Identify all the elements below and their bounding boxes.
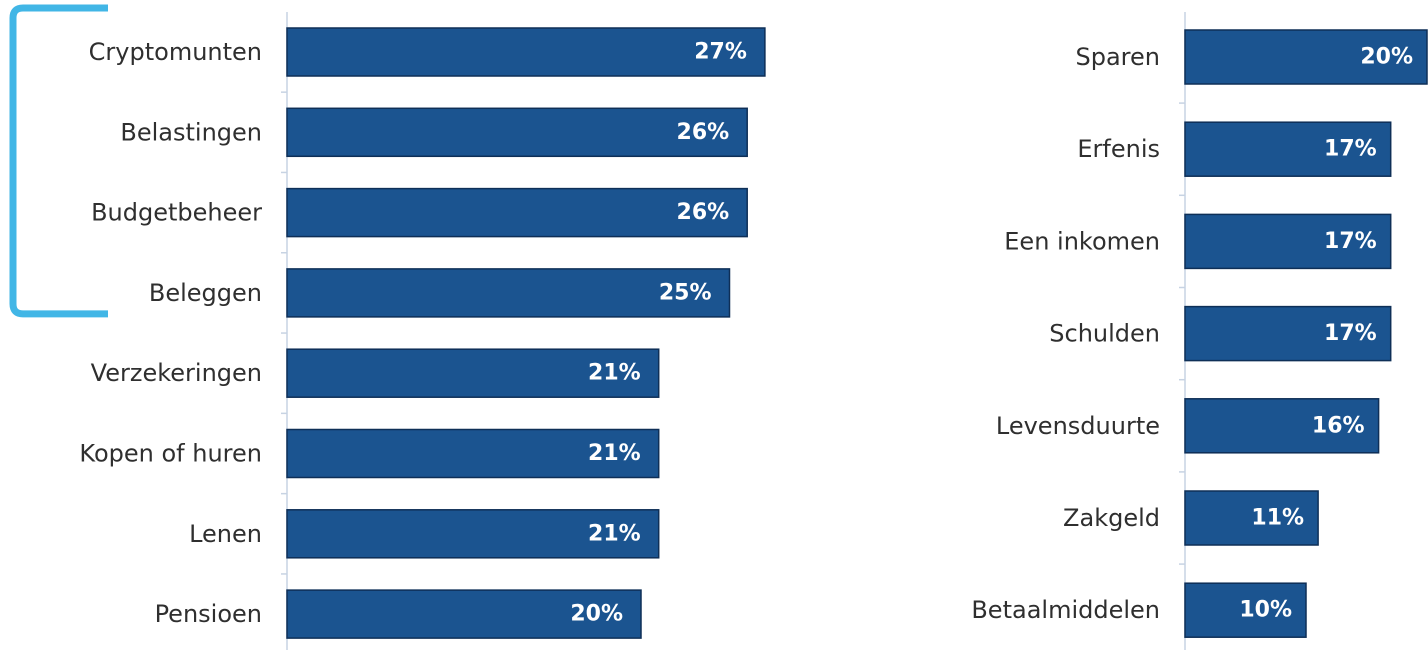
category-label: Schulden [1049,320,1160,348]
bar [1184,121,1392,177]
bar [286,27,766,77]
bar [286,348,660,398]
category-label: Pensioen [155,600,262,628]
bar [286,268,731,318]
value-label: 16% [1312,413,1365,438]
category-label: Sparen [1076,43,1161,71]
category-label: Erfenis [1077,135,1160,163]
chart-panel-1: Cryptomunten 27% Belastingen 26% Budgetbehee… [9,4,766,650]
bar [286,428,660,479]
category-label: Levensduurte [996,412,1160,440]
category-label: Zakgeld [1063,504,1160,532]
highlight-bracket [9,4,108,318]
bar [286,107,748,158]
value-label: 26% [677,200,730,225]
bar [1184,398,1380,454]
category-label: Budgetbeheer [91,199,262,227]
bar [1184,213,1392,270]
value-label: 20% [570,602,623,627]
value-label: 11% [1251,506,1304,531]
bar [286,187,748,238]
value-label: 17% [1324,229,1377,254]
value-label: 21% [588,361,641,386]
chart-panel-2: Sparen 20% Erfenis 17% Een inkomen 17% Schulde… [971,12,1428,650]
category-label: Lenen [189,520,262,548]
bar [1184,29,1428,85]
value-label: 17% [1324,321,1377,346]
bar [286,509,660,559]
bar [1184,490,1319,546]
category-label: Betaalmiddelen [971,596,1160,624]
category-label: Kopen of huren [79,440,262,468]
value-label: 21% [588,521,641,546]
category-label: Verzekeringen [91,359,262,387]
value-label: 20% [1360,45,1413,70]
value-label: 25% [659,280,712,305]
category-label: Cryptomunten [89,38,262,66]
category-label: Een inkomen [1004,227,1160,255]
value-label: 27% [694,40,747,65]
value-label: 17% [1324,137,1377,162]
value-label: 26% [677,120,730,145]
category-label: Beleggen [149,279,262,307]
value-label: 21% [588,441,641,466]
bar [1184,582,1307,638]
value-label: 10% [1239,598,1292,623]
bar [286,589,642,639]
category-label: Belastingen [120,118,262,146]
bar [1184,305,1392,362]
